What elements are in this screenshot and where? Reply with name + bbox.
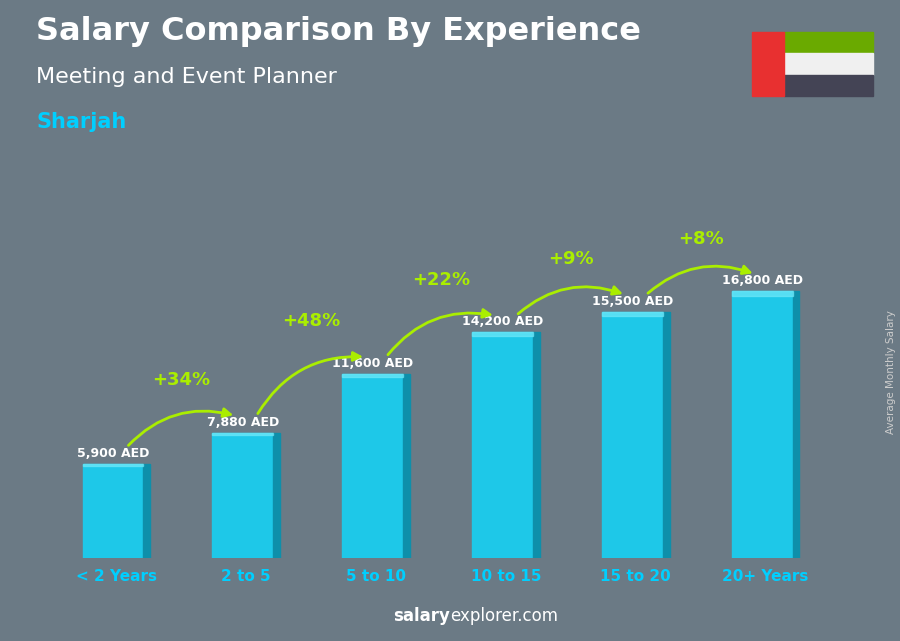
Text: 16,800 AED: 16,800 AED: [722, 274, 803, 287]
Bar: [83, 464, 143, 466]
Text: 11,600 AED: 11,600 AED: [332, 356, 413, 370]
Bar: [662, 312, 670, 558]
Bar: [403, 374, 410, 558]
Text: +22%: +22%: [412, 271, 470, 289]
Bar: [732, 291, 793, 296]
Text: Salary Comparison By Experience: Salary Comparison By Experience: [36, 16, 641, 47]
Bar: [784, 75, 873, 96]
Text: +34%: +34%: [152, 371, 211, 389]
Text: +9%: +9%: [548, 251, 594, 269]
Text: 15,500 AED: 15,500 AED: [592, 295, 673, 308]
Text: 14,200 AED: 14,200 AED: [462, 315, 544, 328]
Bar: [732, 291, 793, 558]
Bar: [602, 312, 662, 558]
Bar: [274, 433, 280, 558]
Text: explorer.com: explorer.com: [450, 607, 558, 625]
Text: Sharjah: Sharjah: [36, 112, 126, 132]
Bar: [212, 433, 274, 435]
Bar: [793, 291, 799, 558]
Text: Meeting and Event Planner: Meeting and Event Planner: [36, 67, 337, 87]
Bar: [143, 464, 150, 558]
Bar: [533, 332, 540, 558]
Text: 5,900 AED: 5,900 AED: [76, 447, 149, 460]
Bar: [472, 332, 533, 337]
Text: salary: salary: [393, 607, 450, 625]
Bar: [342, 374, 403, 377]
Text: 7,880 AED: 7,880 AED: [207, 415, 279, 429]
Bar: [472, 332, 533, 558]
Text: +48%: +48%: [282, 312, 340, 330]
Text: +8%: +8%: [678, 229, 724, 247]
Bar: [784, 53, 873, 75]
Bar: [602, 312, 662, 316]
Bar: [752, 32, 784, 96]
Bar: [784, 32, 873, 53]
Text: Average Monthly Salary: Average Monthly Salary: [886, 310, 896, 434]
Bar: [212, 433, 274, 558]
Bar: [83, 464, 143, 558]
Bar: [342, 374, 403, 558]
